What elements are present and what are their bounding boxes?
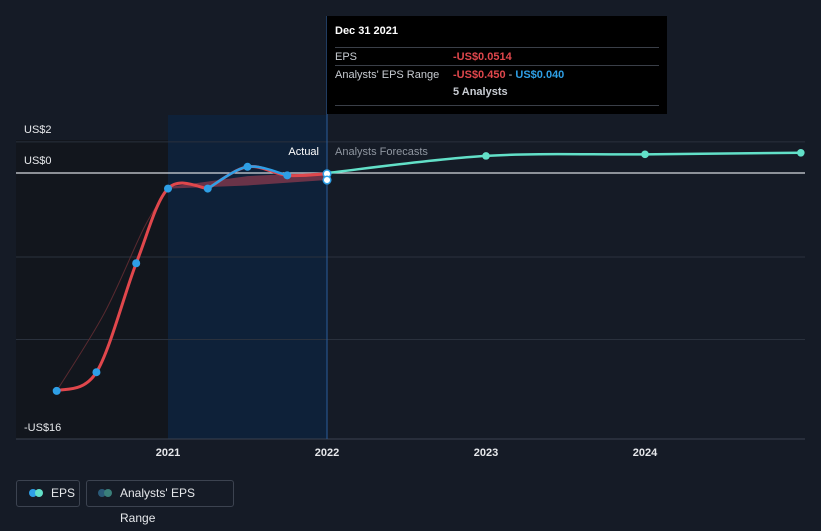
forecast-point-0 <box>482 152 490 160</box>
tooltip-range-row: Analysts' EPS Range -US$0.450 - US$0.040 <box>335 65 659 84</box>
eps-point-5 <box>243 162 252 171</box>
tooltip-eps-row: EPS -US$0.0514 <box>335 47 659 66</box>
x-tick-label-1: 2022 <box>315 447 339 459</box>
tooltip-eps-label: EPS <box>335 51 358 63</box>
range-swatch-icon-2 <box>104 489 112 497</box>
legend-range-button[interactable]: Analysts' EPS Range <box>86 480 234 525</box>
tooltip-range-low: -US$0.450 <box>453 69 506 81</box>
axis-labels: US$2 US$0 -US$16 2021 2022 2023 2024 Actual Anal… <box>24 124 658 459</box>
legend-eps-button[interactable]: EPS <box>16 480 80 507</box>
tooltip-date: Dec 31 2021 <box>335 25 398 37</box>
data-points <box>52 148 805 395</box>
tooltip-divider <box>335 105 659 106</box>
forecast-point-2 <box>797 148 805 157</box>
gridlines <box>16 141 805 341</box>
range-low-point <box>322 175 332 185</box>
tooltip-eps-value: -US$0.0514 <box>453 51 512 63</box>
region-label-forecast: Analysts Forecasts <box>335 146 428 158</box>
tooltip-range-sep: - <box>505 69 516 81</box>
eps-chart: US$2 US$0 -US$16 2021 2022 2023 2024 Actual Anal… <box>16 16 805 459</box>
eps-point-2 <box>132 259 141 268</box>
tooltip-range-high: US$0.040 <box>515 69 565 81</box>
tooltip: Dec 31 2021 EPS -US$0.0514 Analysts' EPS… <box>327 16 667 114</box>
eps-point-3 <box>164 184 172 193</box>
eps-point-4 <box>203 184 212 193</box>
tooltip-analysts: 5 Analysts <box>453 86 508 98</box>
eps-swatch-icon <box>29 489 37 497</box>
y-tick-label-0: US$2 <box>24 124 52 136</box>
tooltip-analysts-row: 5 Analysts <box>335 83 659 101</box>
forecast-point-1 <box>641 150 649 159</box>
eps-point-6 <box>283 171 292 180</box>
eps-swatch-icon-2 <box>35 489 43 497</box>
region-label-actual: Actual <box>288 146 319 158</box>
y-tick-label-2: -US$16 <box>24 422 61 434</box>
past-shade <box>16 140 168 439</box>
tooltip-range-label: Analysts' EPS Range <box>335 69 440 81</box>
x-tick-label-3: 2024 <box>633 447 658 459</box>
legend-eps-label: EPS <box>51 486 76 500</box>
x-tick-label-2: 2023 <box>474 447 498 459</box>
legend-range-label: Analysts' EPS Range <box>120 486 195 525</box>
forecast-line <box>326 151 801 175</box>
y-tick-label-1: US$0 <box>24 155 52 167</box>
x-tick-label-0: 2021 <box>156 447 180 459</box>
range-swatch-icon <box>98 489 106 497</box>
eps-point-1 <box>92 368 101 377</box>
tooltip-range-value: -US$0.450 - US$0.040 <box>453 66 564 84</box>
eps-point-0 <box>52 386 61 395</box>
